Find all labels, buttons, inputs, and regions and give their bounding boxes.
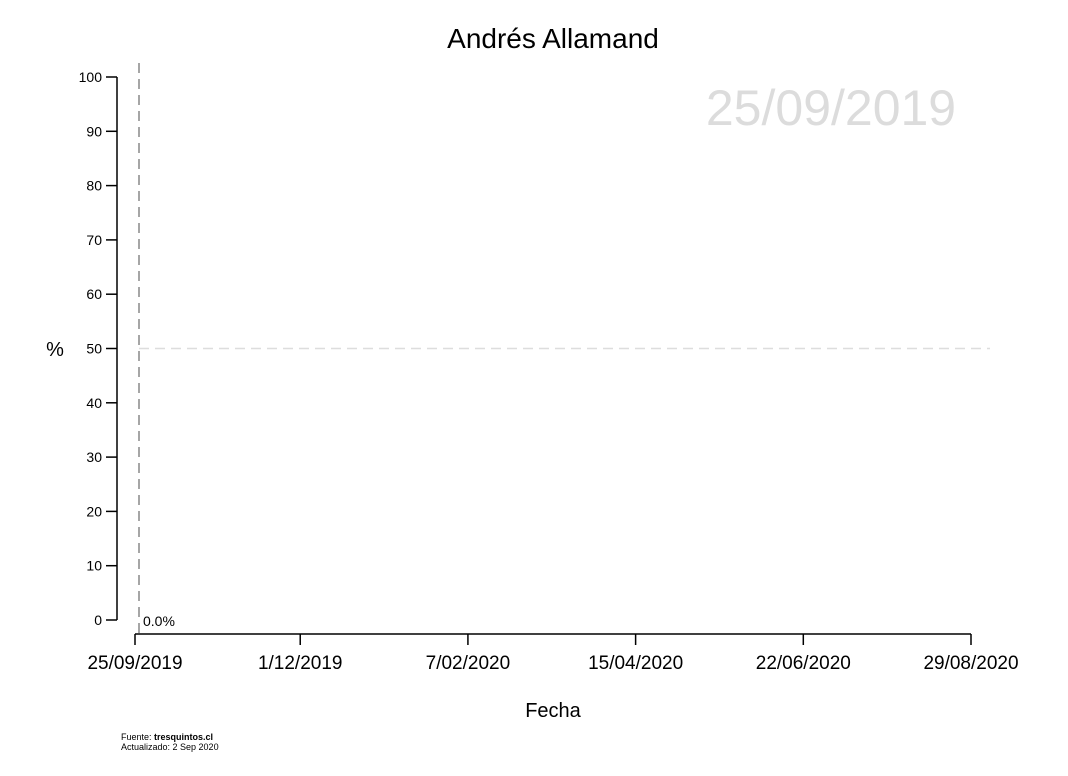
y-axis-label: % — [46, 339, 64, 361]
x-tick-label: 7/02/2020 — [426, 653, 511, 674]
y-axis: 0 10 20 30 40 50 60 70 80 90 100 — [79, 69, 118, 628]
footer: Fuente: tresquintos.cl Actualizado: 2 Se… — [121, 732, 219, 752]
date-overlay: 25/09/2019 — [706, 80, 956, 136]
y-tick-label: 50 — [86, 341, 102, 357]
footer-source-prefix: Fuente: — [121, 732, 155, 742]
data-point — [138, 619, 140, 621]
x-axis: 25/09/2019 1/12/2019 7/02/2020 15/04/2020 22… — [87, 633, 1019, 674]
y-tick-label: 80 — [86, 178, 102, 194]
x-tick-label: 22/06/2020 — [756, 653, 851, 674]
x-axis-label: Fecha — [525, 700, 581, 722]
footer-updated: Actualizado: 2 Sep 2020 — [121, 742, 219, 752]
y-tick-label: 90 — [86, 123, 102, 139]
x-tick-label: 29/08/2020 — [923, 653, 1018, 674]
y-tick-label: 20 — [86, 503, 102, 519]
x-tick-label: 25/09/2019 — [87, 653, 182, 674]
data-label: 0.0% — [143, 613, 175, 629]
y-tick-label: 40 — [86, 395, 102, 411]
footer-source-site: tresquintos.cl — [154, 732, 214, 742]
x-tick-label: 1/12/2019 — [258, 653, 343, 674]
y-tick-label: 10 — [86, 558, 102, 574]
y-tick-label: 60 — [86, 286, 102, 302]
plot-area: 0.0% — [138, 63, 990, 634]
y-tick-label: 70 — [86, 232, 102, 248]
chart-title: Andrés Allamand — [447, 23, 659, 54]
footer-source: Fuente: tresquintos.cl — [121, 732, 219, 742]
y-tick-label: 100 — [79, 69, 103, 85]
y-tick-label: 30 — [86, 449, 102, 465]
y-tick-label: 0 — [94, 612, 102, 628]
x-tick-label: 15/04/2020 — [588, 653, 683, 674]
